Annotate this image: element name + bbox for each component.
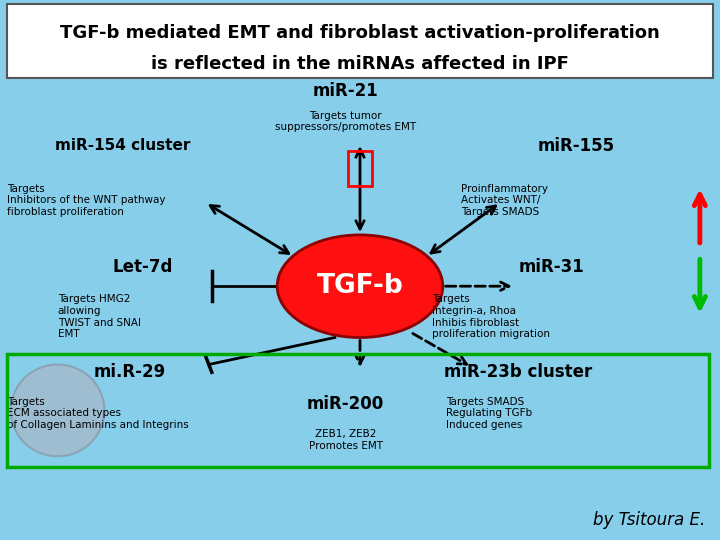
Text: Let-7d: Let-7d	[112, 258, 173, 276]
Text: miR-23b cluster: miR-23b cluster	[444, 363, 593, 381]
Text: miR-21: miR-21	[312, 82, 379, 100]
Ellipse shape	[277, 235, 443, 338]
Text: TGF-b mediated EMT and fibroblast activation-proliferation: TGF-b mediated EMT and fibroblast activa…	[60, 24, 660, 43]
Text: Proinflammatory
Activates WNT/
Targets SMADS: Proinflammatory Activates WNT/ Targets S…	[461, 184, 548, 217]
Text: Targets HMG2
allowing
TWIST and SNAI
EMT: Targets HMG2 allowing TWIST and SNAI EMT	[58, 294, 140, 339]
Text: is reflected in the miRNAs affected in IPF: is reflected in the miRNAs affected in I…	[151, 55, 569, 73]
FancyBboxPatch shape	[7, 4, 713, 78]
Text: Targets
Integrin-a, Rhoa
Inhibis fibroblast
proliferation migration: Targets Integrin-a, Rhoa Inhibis fibrobl…	[432, 294, 550, 339]
Text: Targets SMADS
Regulating TGFb
Induced genes: Targets SMADS Regulating TGFb Induced ge…	[446, 397, 533, 430]
Text: miR-154 cluster: miR-154 cluster	[55, 138, 190, 153]
Text: mi.R-29: mi.R-29	[94, 363, 166, 381]
Text: TGF-b: TGF-b	[317, 273, 403, 299]
Text: miR-200: miR-200	[307, 395, 384, 413]
Ellipse shape	[11, 364, 104, 456]
Text: Targets
Inhibitors of the WNT pathway
fibroblast proliferation: Targets Inhibitors of the WNT pathway fi…	[7, 184, 166, 217]
Text: Targets
ECM associated types
of Collagen Laminins and Integrins: Targets ECM associated types of Collagen…	[7, 397, 189, 430]
Text: by Tsitoura E.: by Tsitoura E.	[593, 511, 706, 529]
Text: miR-155: miR-155	[537, 137, 615, 155]
Text: ZEB1, ZEB2
Promotes EMT: ZEB1, ZEB2 Promotes EMT	[309, 429, 382, 451]
Text: Targets tumor
suppressors/promotes EMT: Targets tumor suppressors/promotes EMT	[275, 111, 416, 132]
Text: miR-31: miR-31	[518, 258, 584, 276]
